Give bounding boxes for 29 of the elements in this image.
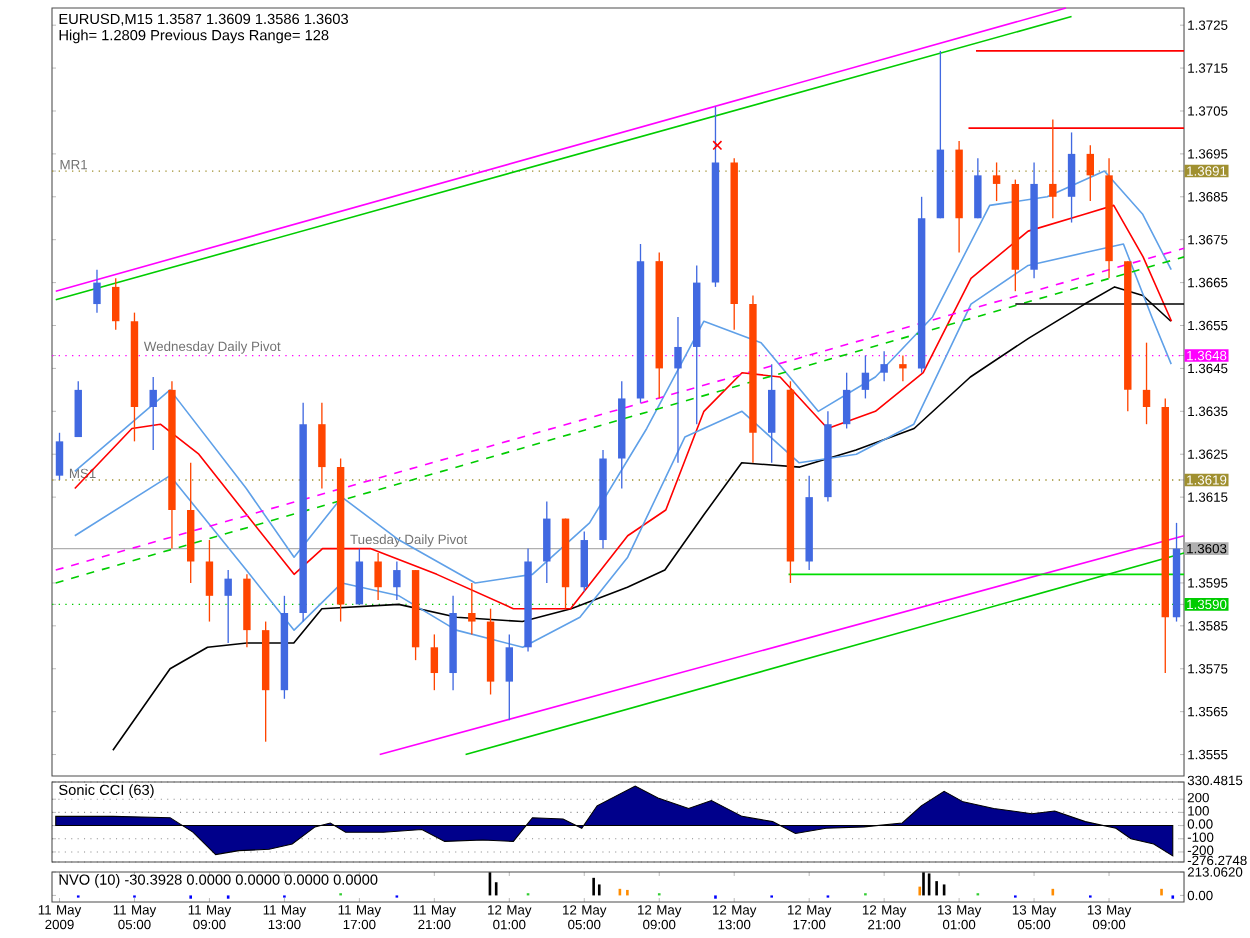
candlestick	[992, 161, 1001, 202]
candlestick	[861, 354, 870, 400]
candlestick	[468, 582, 476, 636]
candlestick	[543, 500, 551, 584]
candlestick	[224, 569, 232, 644]
candlestick	[1086, 144, 1095, 202]
candlestick	[205, 539, 214, 623]
candlestick	[580, 530, 588, 593]
candlestick	[355, 547, 364, 606]
candlestick	[1049, 118, 1057, 219]
candlestick	[899, 354, 907, 382]
candlestick	[880, 350, 888, 382]
candlestick	[93, 269, 101, 314]
candlestick	[55, 432, 64, 481]
candlestick	[974, 157, 982, 219]
candlestick	[393, 560, 401, 601]
candlestick	[767, 363, 776, 464]
candlestick	[318, 402, 326, 490]
candlestick	[430, 633, 439, 691]
candlestick	[74, 380, 82, 438]
candlestick	[374, 552, 382, 601]
candlestick	[505, 633, 514, 721]
candlestick	[112, 277, 120, 331]
candlestick	[1142, 342, 1151, 425]
candlestick	[1067, 131, 1076, 224]
candlestick	[674, 316, 682, 464]
candlestick	[842, 372, 851, 430]
line-series	[74, 243, 1173, 649]
candlestick	[149, 376, 157, 451]
